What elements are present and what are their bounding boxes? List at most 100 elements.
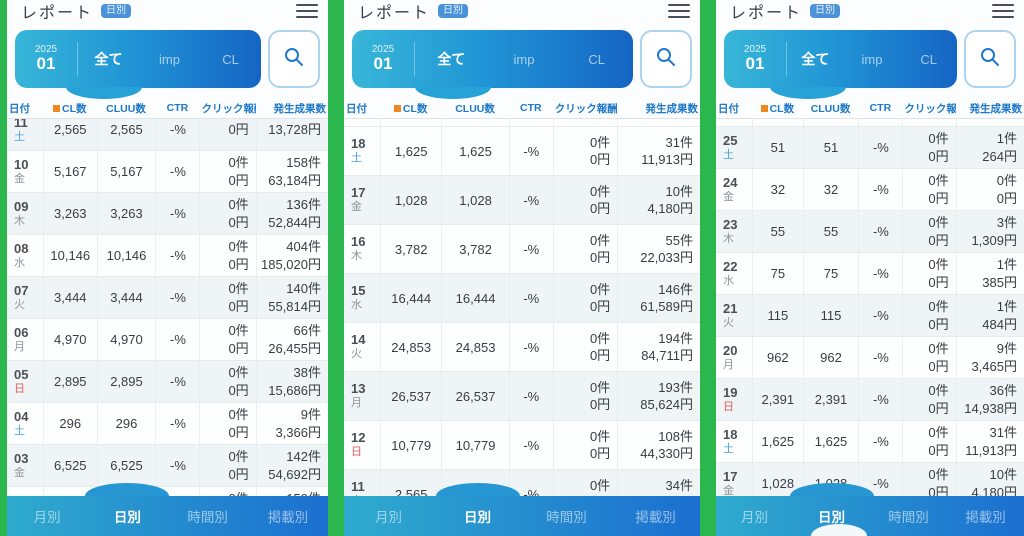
filter-option-all[interactable]: 全て xyxy=(801,51,830,67)
tab-monthly[interactable]: 月別 xyxy=(33,510,61,525)
date-selector[interactable]: 2025 01 xyxy=(15,44,77,74)
results-cell: 146件 61,589円 xyxy=(617,274,700,322)
result-count: 1件 xyxy=(996,257,1017,272)
ctr-cell: -% xyxy=(508,323,553,371)
filter-option-cl[interactable]: CL xyxy=(588,51,605,67)
date-cell: 17 金 xyxy=(344,176,380,224)
table-row: 18 土 1,625 1,625 -% 0件 0円 31件 11,913円 xyxy=(344,127,700,176)
date-selector[interactable]: 2025 01 xyxy=(724,44,786,74)
weekday-label: 火 xyxy=(723,316,734,329)
results-cell: 193件 85,624円 xyxy=(617,372,700,420)
tab-monthly[interactable]: 月別 xyxy=(375,510,402,525)
click-yen: 0円 xyxy=(228,172,249,188)
click-reward-cell xyxy=(552,119,617,126)
click-reward-cell: 0件 0円 xyxy=(902,337,955,378)
result-yen: 11,913円 xyxy=(965,442,1017,458)
cluu-count-cell: 32 xyxy=(802,169,859,210)
search-button[interactable] xyxy=(268,30,320,88)
cl-count-cell: 10,146 xyxy=(43,235,97,276)
tab-daily[interactable]: 日別 xyxy=(113,510,141,525)
results-cell: 31件 11,913円 xyxy=(955,421,1024,462)
date-selector[interactable]: 2025 01 xyxy=(352,44,414,74)
click-count: 0件 xyxy=(228,155,249,170)
weekday-label: 金 xyxy=(723,190,734,203)
tab-daily[interactable]: 日別 xyxy=(818,510,845,525)
cl-count-cell: 1,625 xyxy=(752,421,803,462)
filter-option-imp[interactable]: imp xyxy=(159,51,180,67)
tab-hourly[interactable]: 時間別 xyxy=(888,510,929,525)
filter-row: 2025 01 全て imp CL xyxy=(344,24,700,99)
result-count: 108件 xyxy=(658,428,693,444)
tab-daily[interactable]: 日別 xyxy=(464,510,491,525)
orange-marker-icon xyxy=(760,104,768,112)
click-count: 0件 xyxy=(928,467,949,482)
result-count: 3件 xyxy=(996,215,1017,230)
filter-option-imp[interactable]: imp xyxy=(861,51,883,67)
ctr-cell: -% xyxy=(155,151,199,192)
table-row: 03 金 6,525 6,525 -% 0件 0円 142件 54,692円 xyxy=(7,445,328,487)
result-count: 136件 xyxy=(286,197,321,212)
bottom-tab-bar: 月別 日別 時間別 掲載別 xyxy=(344,496,700,536)
ctr-cell: -% xyxy=(508,421,553,469)
cl-count-cell: 16,444 xyxy=(380,274,441,322)
cl-count-cell: 296 xyxy=(43,403,97,444)
ctr-cell: -% xyxy=(858,211,902,252)
scroll-top-button[interactable] xyxy=(811,524,868,536)
ctr-cell: -% xyxy=(155,319,199,360)
filter-option-cl[interactable]: CL xyxy=(222,51,239,67)
result-count: 66件 xyxy=(293,323,321,338)
menu-icon[interactable] xyxy=(296,0,318,22)
year-label: 2025 xyxy=(371,44,395,56)
date-cell: 08 水 xyxy=(7,235,43,276)
filter-option-imp[interactable]: imp xyxy=(513,51,535,67)
tab-placement[interactable]: 掲載別 xyxy=(965,510,1006,525)
menu-icon[interactable] xyxy=(992,0,1014,22)
click-yen: 0円 xyxy=(928,190,949,206)
tab-hourly[interactable]: 時間別 xyxy=(187,510,228,525)
click-reward-cell: 0件 0円 xyxy=(199,193,255,234)
weekday-label: 水 xyxy=(14,256,25,269)
tab-monthly[interactable]: 月別 xyxy=(741,510,768,525)
click-reward-cell: 0件 0円 xyxy=(552,372,617,420)
column-header-click-reward: クリック報酬 xyxy=(904,102,956,115)
table-scroll[interactable]: 18 土 1,625 1,625 -% 0件 0円 31件 11,913円 17… xyxy=(344,119,700,519)
results-cell: 136件 52,844円 xyxy=(255,193,328,234)
orange-marker-icon xyxy=(53,104,61,112)
search-button[interactable] xyxy=(964,30,1016,88)
date-cell: 25 土 xyxy=(716,127,752,168)
tab-placement[interactable]: 掲載別 xyxy=(635,510,676,525)
ctr-cell: -% xyxy=(508,274,553,322)
click-yen: 0円 xyxy=(228,298,249,314)
cluu-count-cell: 10,779 xyxy=(441,421,508,469)
table-row: 13 月 26,537 26,537 -% 0件 0円 193件 85,624円 xyxy=(344,372,700,421)
date-cell: 09 木 xyxy=(7,193,43,234)
tab-placement[interactable]: 掲載別 xyxy=(267,510,309,525)
table-scroll[interactable]: 25 土 51 51 -% 0件 0円 1件 264円 24 金 32 32 -… xyxy=(716,119,1024,536)
table-row: 21 火 115 115 -% 0件 0円 1件 484円 xyxy=(716,295,1024,337)
result-yen: 185,020円 xyxy=(261,256,321,272)
cluu-count-cell: 962 xyxy=(802,337,859,378)
day-number: 15 xyxy=(351,283,366,299)
month-label: 01 xyxy=(373,54,393,74)
search-button[interactable] xyxy=(640,30,692,88)
click-yen: 0円 xyxy=(589,201,611,216)
table-row: 11 土 2,565 2,565 -% 0円 13,728円 xyxy=(7,119,328,151)
filter-option-all[interactable]: 全て xyxy=(437,51,466,67)
tab-hourly[interactable]: 時間別 xyxy=(546,510,587,525)
cluu-count-cell: 1,625 xyxy=(802,421,859,462)
weekday-label: 金 xyxy=(351,201,362,214)
click-reward-cell: 0円 xyxy=(199,119,255,150)
app-header: レポート 日別 xyxy=(716,0,1024,24)
search-icon xyxy=(282,45,306,74)
results-cell: 55件 22,033円 xyxy=(617,225,700,273)
bottom-tab-bar: 月別 日別 時間別 掲載別 xyxy=(716,496,1024,536)
menu-icon[interactable] xyxy=(668,0,690,22)
table-scroll[interactable]: 11 土 2,565 2,565 -% 0円 13,728円 10 金 5,16… xyxy=(7,119,328,529)
cl-count-cell xyxy=(380,119,441,126)
column-header-click-reward: クリック報酬 xyxy=(554,102,618,115)
filter-option-cl[interactable]: CL xyxy=(920,51,937,67)
click-reward-cell: 0件 0円 xyxy=(199,235,255,276)
search-icon xyxy=(654,45,678,74)
click-yen: 0円 xyxy=(928,274,949,290)
filter-option-all[interactable]: 全て xyxy=(94,51,123,67)
